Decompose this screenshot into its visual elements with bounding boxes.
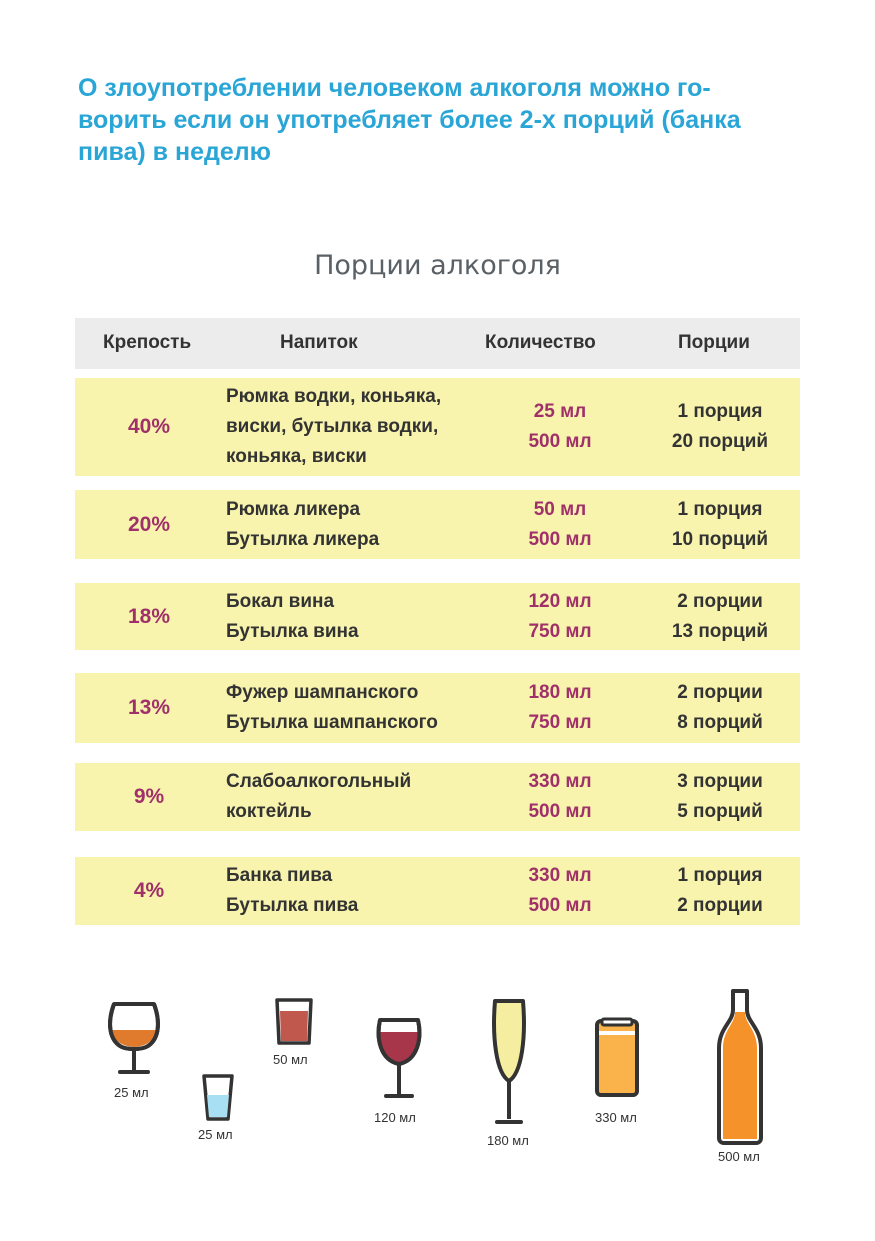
portions-line: 2 порции xyxy=(677,895,763,916)
drink-line: Бутылка ликера xyxy=(226,528,380,550)
glass-label: 180 мл xyxy=(487,1133,529,1148)
header-drink: Напиток xyxy=(280,332,358,353)
glass-label: 500 мл xyxy=(718,1149,760,1164)
drink-line: коктейль xyxy=(226,801,312,822)
header-amount: Количество xyxy=(485,332,596,353)
drink-line: Бокал вина xyxy=(226,590,335,612)
portions-cell: 2 порции 8 порций xyxy=(635,678,805,738)
drink-line: Бутылка шампанского xyxy=(226,712,438,733)
drink-line: Рюмка ликера xyxy=(226,498,361,520)
drink-cell: Рюмка водки, коньяка, виски, бутылка вод… xyxy=(226,382,491,472)
drink-cell: Слабоалкогольный коктейль xyxy=(226,767,491,827)
drink-line: Рюмка водки, коньяка, xyxy=(226,386,442,407)
drink-cell: Фужер шампанского Бутылка шампанского xyxy=(226,678,491,738)
drink-cell: Банка пива Бутылка пива xyxy=(226,861,491,921)
portions-line: 8 порций xyxy=(677,712,763,733)
portions-line: 10 порций xyxy=(671,528,769,550)
drink-cell: Бокал вина Бутылка вина xyxy=(226,587,491,647)
portions-line: 1 порция xyxy=(677,865,763,886)
intro-line: пива) в неделю xyxy=(78,138,272,166)
drink-line: Бутылка пива xyxy=(226,895,359,916)
glass-label: 25 мл xyxy=(114,1085,149,1100)
table-row: 13% Фужер шампанского Бутылка шампанског… xyxy=(75,673,800,743)
drink-line: виски, бутылка водки, xyxy=(226,416,439,437)
portions-line: 2 порции xyxy=(677,682,763,703)
champagne-flute-icon xyxy=(492,999,526,1124)
drink-line: коньяка, виски xyxy=(226,446,367,467)
amount-line: 750 мл xyxy=(528,712,592,733)
drink-line: Слабоалкогольный xyxy=(226,771,412,792)
cognac-glass-icon xyxy=(108,1002,160,1074)
drink-line: Банка пива xyxy=(226,865,333,886)
strength-cell: 4% xyxy=(133,879,165,902)
glass-label: 120 мл xyxy=(374,1110,416,1125)
drink-line: Фужер шампанского xyxy=(226,682,419,703)
intro-line: ворить если он употребляет более 2-х пор… xyxy=(78,106,741,134)
portions-line: 13 порций xyxy=(671,620,769,642)
drink-cell: Рюмка ликера Бутылка ликера xyxy=(226,495,491,555)
portions-line: 3 порции xyxy=(677,771,763,792)
amount-line: 500 мл xyxy=(528,895,592,916)
amount-cell: 25 мл 500 мл xyxy=(487,397,633,457)
beer-can-icon xyxy=(595,1017,639,1097)
amount-line: 330 мл xyxy=(528,771,592,792)
wine-glass-icon xyxy=(376,1018,422,1098)
strength-cell: 40% xyxy=(127,415,171,438)
strength-cell: 9% xyxy=(133,785,165,808)
header-portions: Порции xyxy=(678,332,750,353)
table-title: Порции алкоголя xyxy=(314,250,561,281)
portions-cell: 1 порция 2 порции xyxy=(635,861,805,921)
portions-line: 20 порций xyxy=(671,431,769,452)
amount-line: 330 мл xyxy=(528,865,592,886)
amount-line: 25 мл xyxy=(533,401,587,422)
strength-cell: 18% xyxy=(127,604,171,628)
drink-line: Бутылка вина xyxy=(226,620,359,642)
amount-line: 180 мл xyxy=(528,682,592,703)
portions-line: 1 порция xyxy=(677,401,763,422)
amount-cell: 330 мл 500 мл xyxy=(487,767,633,827)
portions-line: 1 порция xyxy=(677,498,763,520)
portions-cell: 1 порция 20 порций xyxy=(635,397,805,457)
portions-cell: 1 порция 10 порций xyxy=(635,495,805,555)
amount-line: 120 мл xyxy=(528,590,592,612)
amount-cell: 330 мл 500 мл xyxy=(487,861,633,921)
bottle-icon xyxy=(717,989,763,1145)
amount-cell: 180 мл 750 мл xyxy=(487,678,633,738)
vodka-shot-icon xyxy=(202,1074,234,1121)
header-strength: Крепость xyxy=(103,332,192,353)
amount-cell: 120 мл 750 мл xyxy=(487,587,633,647)
intro-line: О злоупотреблении человеком алкоголя мож… xyxy=(78,74,711,102)
amount-line: 500 мл xyxy=(528,801,592,822)
table-row: 9% Слабоалкогольный коктейль 330 мл 500 … xyxy=(75,763,800,831)
strength-cell: 13% xyxy=(127,696,171,719)
portions-cell: 3 порции 5 порций xyxy=(635,767,805,827)
table-row: 18% Бокал вина Бутылка вина 120 мл 750 м… xyxy=(75,583,800,650)
amount-line: 500 мл xyxy=(528,528,592,550)
portions-line: 5 порций xyxy=(677,801,763,822)
table-row: 20% Рюмка ликера Бутылка ликера 50 мл 50… xyxy=(75,490,800,559)
table-row: 40% Рюмка водки, коньяка, виски, бутылка… xyxy=(75,378,800,476)
liqueur-glass-icon xyxy=(275,998,313,1045)
glass-label: 50 мл xyxy=(273,1052,308,1067)
table-row: 4% Банка пива Бутылка пива 330 мл 500 мл… xyxy=(75,857,800,925)
amount-line: 750 мл xyxy=(528,620,592,642)
portions-line: 2 порции xyxy=(677,590,763,612)
portions-cell: 2 порции 13 порций xyxy=(635,587,805,647)
glass-label: 330 мл xyxy=(595,1110,637,1125)
amount-cell: 50 мл 500 мл xyxy=(487,495,633,555)
amount-line: 500 мл xyxy=(528,431,592,452)
intro-text: О злоупотреблении человеком алкоголя мож… xyxy=(78,72,818,168)
table-header: Крепость Напиток Количество Порции xyxy=(75,318,800,369)
strength-cell: 20% xyxy=(127,512,171,536)
amount-line: 50 мл xyxy=(533,498,587,520)
glass-label: 25 мл xyxy=(198,1127,233,1142)
